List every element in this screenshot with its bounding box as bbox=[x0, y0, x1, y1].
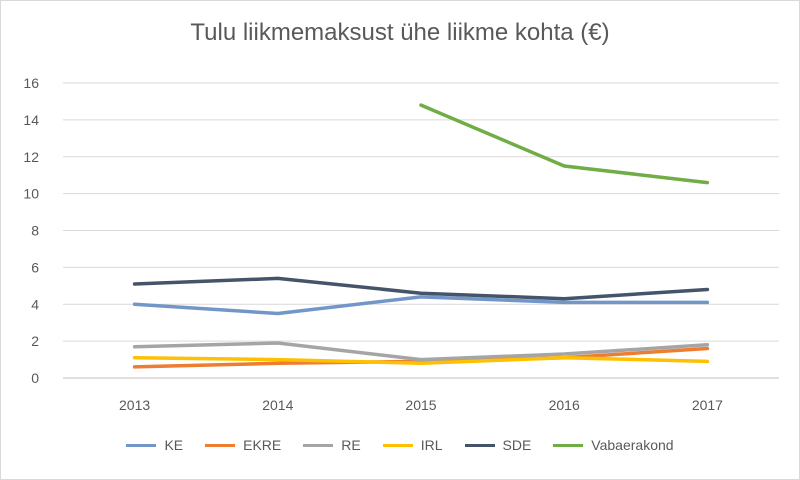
y-tick-label: 16 bbox=[23, 75, 39, 91]
x-tick-label: 2015 bbox=[405, 397, 436, 413]
series-lines bbox=[132, 103, 710, 369]
legend-label: Vabaerakond bbox=[591, 437, 674, 453]
legend-item-ke: KE bbox=[126, 437, 183, 453]
y-tick-label: 14 bbox=[23, 112, 39, 128]
y-tick-label: 2 bbox=[31, 333, 39, 349]
legend-item-sde: SDE bbox=[464, 437, 532, 453]
legend-swatch bbox=[205, 443, 236, 447]
y-axis-ticks: 0 2 4 6 8 10 12 14 16 bbox=[23, 75, 39, 386]
legend-swatch bbox=[126, 443, 157, 447]
series-line-re bbox=[132, 341, 710, 362]
y-tick-label: 4 bbox=[31, 296, 39, 312]
y-tick-label: 10 bbox=[23, 186, 39, 202]
y-tick-label: 8 bbox=[31, 223, 39, 239]
x-axis-ticks: 2013 2014 2015 2016 2017 bbox=[119, 397, 723, 413]
x-tick-label: 2017 bbox=[692, 397, 723, 413]
legend-swatch bbox=[464, 443, 495, 447]
x-tick-label: 2016 bbox=[549, 397, 580, 413]
legend-item-irl: IRL bbox=[382, 437, 443, 453]
legend-item-vabaerakond: Vabaerakond bbox=[553, 437, 674, 453]
series-line-sde bbox=[132, 276, 710, 301]
chart-legend: KE EKRE RE IRL SDE Vabaerakond bbox=[1, 437, 799, 453]
legend-item-re: RE bbox=[303, 437, 361, 453]
legend-label: EKRE bbox=[243, 437, 282, 453]
x-tick-label: 2013 bbox=[119, 397, 150, 413]
series-line-ke bbox=[132, 295, 710, 316]
legend-swatch bbox=[303, 443, 334, 447]
x-tick-label: 2014 bbox=[262, 397, 293, 413]
series-line-irl bbox=[132, 355, 710, 366]
legend-label: SDE bbox=[502, 437, 532, 453]
y-tick-label: 12 bbox=[23, 149, 39, 165]
legend-swatch bbox=[553, 443, 584, 447]
legend-label: KE bbox=[164, 437, 184, 453]
series-line-vabaerakond bbox=[419, 103, 710, 185]
legend-label: IRL bbox=[420, 437, 443, 453]
legend-label: RE bbox=[341, 437, 361, 453]
y-tick-label: 6 bbox=[31, 259, 39, 275]
legend-item-ekre: EKRE bbox=[205, 437, 281, 453]
legend-swatch bbox=[382, 443, 413, 447]
chart-title: Tulu liikmemaksust ühe liikme kohta (€) bbox=[190, 19, 610, 46]
y-tick-label: 0 bbox=[31, 370, 39, 386]
gridlines bbox=[63, 82, 779, 379]
series-line-ekre bbox=[132, 346, 710, 369]
